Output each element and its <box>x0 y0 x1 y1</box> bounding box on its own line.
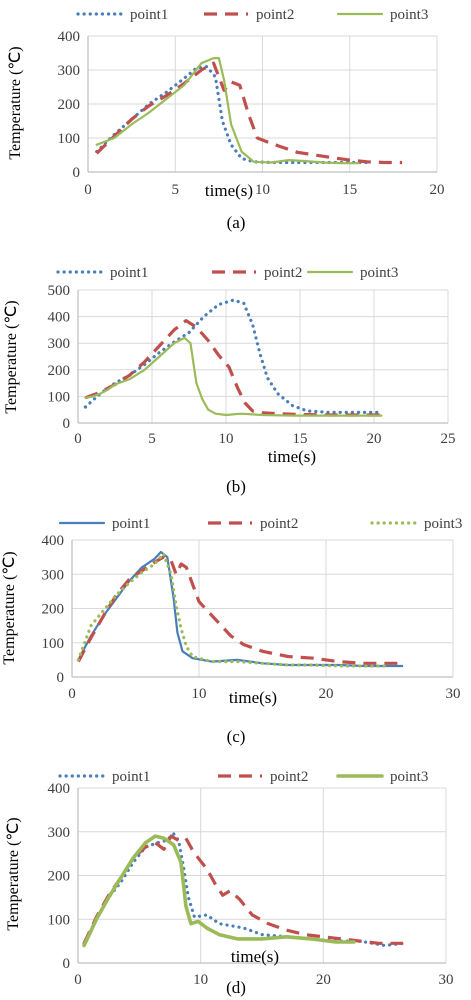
y-tick-label: 200 <box>58 97 81 113</box>
y-tick-label: 400 <box>48 310 71 326</box>
legend-label-point1: point1 <box>112 769 150 785</box>
y-tick-label: 300 <box>58 63 81 79</box>
x-tick-label: 0 <box>74 972 82 988</box>
x-tick-label: 10 <box>219 431 234 447</box>
y-tick-label: 200 <box>48 363 71 379</box>
legend-label-point2: point2 <box>270 769 308 785</box>
y-tick-label: 0 <box>63 956 71 972</box>
y-tick-label: 200 <box>48 869 71 885</box>
y-tick-label: 500 <box>48 283 71 299</box>
x-tick-label: 20 <box>316 972 331 988</box>
y-tick-label: 400 <box>58 29 81 45</box>
x-tick-label: 30 <box>446 686 461 702</box>
y-tick-label: 0 <box>57 670 65 686</box>
y-tick-label: 0 <box>73 165 81 181</box>
series-line-point3 <box>84 336 383 417</box>
y-tick-label: 400 <box>42 533 65 549</box>
legend-label-point3: point3 <box>360 265 398 281</box>
panel-caption: (a) <box>227 213 246 232</box>
x-tick-label: 0 <box>68 686 76 702</box>
series-line-point2 <box>95 61 403 165</box>
y-tick-label: 200 <box>42 602 65 618</box>
panel-caption: (c) <box>227 727 246 746</box>
x-tick-label: 25 <box>441 431 456 447</box>
series-line-point2 <box>76 555 403 665</box>
x-tick-label: 10 <box>192 686 207 702</box>
x-tick-label: 15 <box>342 182 357 198</box>
legend-label-point1: point1 <box>130 7 168 23</box>
series-line-point1 <box>95 65 369 165</box>
x-tick-label: 5 <box>172 182 180 198</box>
y-tick-label: 400 <box>48 781 71 797</box>
x-tick-label: 10 <box>255 182 270 198</box>
legend-label-point1: point1 <box>110 265 148 281</box>
panel-caption: (d) <box>226 978 246 997</box>
x-axis-title: time(s) <box>231 947 279 966</box>
y-axis-title: Temperature (℃) <box>5 817 22 930</box>
series-line-point1 <box>82 832 405 948</box>
y-tick-label: 100 <box>48 389 71 405</box>
y-axis-title: Temperature (℃) <box>3 300 20 413</box>
x-tick-label: 0 <box>84 182 92 198</box>
legend-label-point1: point1 <box>112 516 150 532</box>
legend-label-point2: point2 <box>260 516 298 532</box>
series-line-point2 <box>84 319 382 417</box>
series-line-point3 <box>76 552 392 668</box>
legend-label-point3: point3 <box>390 7 428 23</box>
legend-label-point3: point3 <box>424 516 462 532</box>
legend-label-point2: point2 <box>256 7 294 23</box>
x-tick-label: 20 <box>367 431 382 447</box>
series-line-point2 <box>82 834 404 945</box>
panel-caption: (b) <box>226 477 246 496</box>
y-tick-label: 100 <box>58 131 81 147</box>
y-axis-title: Temperature (℃) <box>7 46 24 159</box>
chart-panel-b: 0 5 10 15 20 25 0 100 200 300 400 500 point1 point2 po… <box>3 265 456 496</box>
y-tick-label: 0 <box>63 416 71 432</box>
legend-label-point3: point3 <box>390 769 428 785</box>
y-tick-label: 100 <box>42 636 65 652</box>
x-axis-title: time(s) <box>268 447 316 466</box>
y-tick-label: 100 <box>48 912 71 928</box>
x-axis-title: time(s) <box>229 688 277 707</box>
y-axis-title: Temperature (℃) <box>1 551 18 664</box>
x-tick-label: 30 <box>439 972 454 988</box>
x-tick-label: 15 <box>293 431 308 447</box>
x-tick-label: 20 <box>319 686 334 702</box>
y-tick-label: 300 <box>48 825 71 841</box>
x-tick-label: 0 <box>74 431 82 447</box>
x-tick-label: 5 <box>148 431 156 447</box>
series-line-point1 <box>83 298 383 414</box>
x-tick-label: 10 <box>193 972 208 988</box>
series-line-point3 <box>82 834 356 948</box>
x-tick-label: 20 <box>430 182 445 198</box>
x-axis-title: time(s) <box>205 181 253 200</box>
legend-label-point2: point2 <box>264 265 302 281</box>
y-tick-label: 300 <box>48 336 71 352</box>
series-line-point3 <box>95 57 360 165</box>
y-tick-label: 300 <box>42 567 65 583</box>
